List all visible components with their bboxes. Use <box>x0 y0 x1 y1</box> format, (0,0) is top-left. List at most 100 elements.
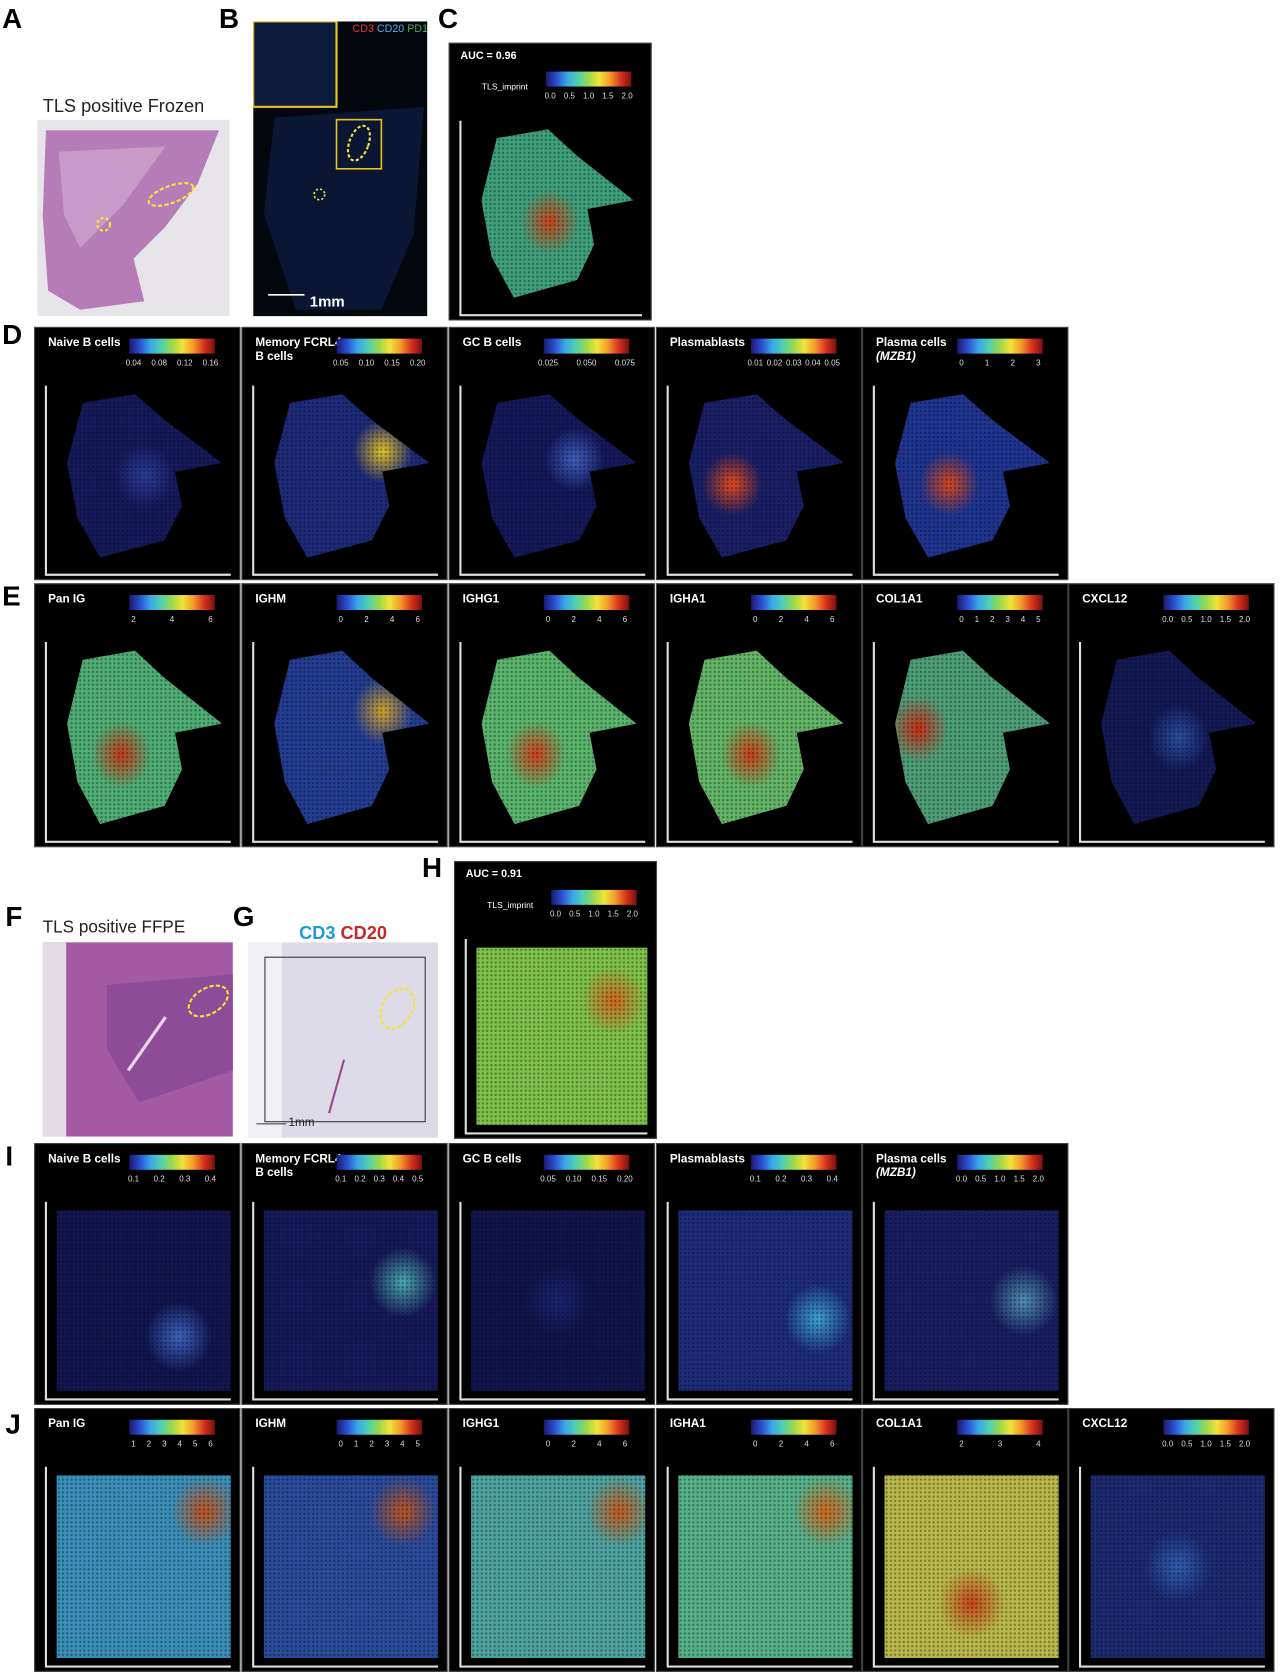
axis <box>252 642 439 843</box>
colorbar-tick-label: 6 <box>829 614 835 624</box>
panel-label: A <box>2 2 23 35</box>
colorbar-tick-label: 2.0 <box>621 90 633 101</box>
colorbar-tick-label: 0.0 <box>1162 614 1174 624</box>
colorbar-tick-label: 2 <box>959 1439 964 1449</box>
tissue <box>274 394 430 558</box>
tissue <box>471 1210 646 1391</box>
scale-bar-label: 1mm <box>288 1116 315 1130</box>
colorbar-tick-label: 1.0 <box>994 1174 1006 1184</box>
auc-label: AUC = 0.91 <box>465 868 522 881</box>
tissue <box>476 947 648 1125</box>
colorbar <box>751 1419 837 1435</box>
spatial-panel: Plasma cells (MZB1) 0 1 2 3 <box>862 326 1069 581</box>
colorbar-tick-label: 2 <box>131 614 136 624</box>
tissue <box>67 394 223 558</box>
spatial-map <box>464 939 648 1135</box>
panel-title: Plasma cells <box>876 336 947 350</box>
panel-label: D <box>2 318 23 351</box>
scale-bar-label: 1mm <box>309 292 345 310</box>
colorbar <box>551 889 637 905</box>
colorbar <box>129 1154 215 1170</box>
panel-title: GC B cells <box>462 336 522 350</box>
panel-title: (MZB1) <box>876 1166 916 1180</box>
axis <box>252 1201 439 1401</box>
spatial-panel: CXCL12 0.0 0.5 1.0 1.5 2.0 <box>1068 1408 1275 1672</box>
colorbar-tick-label: 0.02 <box>766 357 783 368</box>
colorbar-tick-label: 4 <box>804 1439 809 1449</box>
colorbar <box>957 1419 1043 1435</box>
colorbar-tick-label: 6 <box>208 1439 213 1449</box>
colorbar-tick-label: 6 <box>415 614 420 624</box>
tissue <box>688 650 844 825</box>
colorbar-tick-label: 0.20 <box>617 1174 633 1184</box>
axis <box>872 1201 1059 1401</box>
colorbar-tick-label: 0.4 <box>826 1174 838 1184</box>
colorbar-tick-label: 0.5 <box>569 909 581 919</box>
colorbar-tick-label: 2 <box>571 614 576 624</box>
spatial-map <box>872 1201 1059 1401</box>
colorbar-tick-label: 0.08 <box>151 357 167 368</box>
colorbar-tick-label: 0.04 <box>805 357 821 368</box>
colorbar-tick-label: 2 <box>364 614 369 624</box>
colorbar <box>751 338 837 354</box>
spatial-panel: CXCL12 0.0 0.5 1.0 1.5 2.0 <box>1068 583 1275 848</box>
axis <box>44 385 231 576</box>
spatial-panel: IGHM 0 1 2 3 4 5 <box>241 1408 448 1672</box>
panel-title: Pan IG <box>48 1417 86 1431</box>
colorbar-tick-label: 0 <box>959 614 964 624</box>
spatial-panel: Plasma cells (MZB1) 0.0 0.5 1.0 1.5 2.0 <box>862 1143 1069 1405</box>
colorbar-tick-label: 0.20 <box>409 357 426 368</box>
axis <box>44 1466 231 1668</box>
panel-title: Plasmablasts <box>669 1152 745 1166</box>
colorbar-tick-label: 6 <box>208 614 213 624</box>
panel-title: Memory FCRL4+ <box>255 1152 349 1166</box>
axis <box>872 642 1059 843</box>
colorbar-tick-label: 1.5 <box>607 909 619 919</box>
channel: CD20 <box>376 23 405 36</box>
colorbar-tick-label: 4 <box>804 614 809 624</box>
colorbar-tick-label: 2 <box>146 1439 152 1449</box>
colorbar <box>957 595 1043 610</box>
colorbar-tick-label: 0.5 <box>1181 1439 1193 1449</box>
axis <box>1078 642 1265 843</box>
colorbar <box>129 1419 215 1435</box>
spatial-panel: Pan IG 1 2 3 4 5 6 <box>34 1408 241 1672</box>
colorbar-tick-label: 0.05 <box>540 1174 556 1184</box>
axis <box>464 939 648 1135</box>
spatial-panel: IGHA1 0 2 4 6 <box>655 583 863 848</box>
colorbar-tick-label: 0.5 <box>975 1174 987 1184</box>
axis <box>44 642 231 843</box>
colorbar <box>751 1154 837 1170</box>
colorbar-tick-label: 2 <box>778 614 784 624</box>
panel-title: GC B cells <box>462 1152 522 1166</box>
axis <box>252 1466 439 1668</box>
he-image <box>37 119 230 317</box>
colorbar <box>336 338 422 354</box>
panel-title: Memory FCRL4+ <box>255 336 349 350</box>
colorbar-tick-label: 3 <box>997 1439 1003 1449</box>
colorbar-tick-label: 4 <box>597 1439 602 1449</box>
spatial-map <box>252 642 439 843</box>
tissue <box>274 650 430 825</box>
colorbar-tick-label: 0 <box>545 614 551 624</box>
axis <box>666 642 853 843</box>
colorbar-tick-label: 0.10 <box>358 357 375 368</box>
tissue <box>67 650 223 825</box>
colorbar <box>129 595 215 610</box>
colorbar-tick-label: 1.0 <box>1200 1439 1212 1449</box>
spatial-map <box>1078 1466 1265 1668</box>
panel-title: IGHA1 <box>669 592 706 606</box>
spatial-map <box>666 1466 853 1668</box>
spatial-map <box>44 385 231 576</box>
axis <box>872 1466 1059 1668</box>
colorbar-tick-label: 0.4 <box>204 1174 217 1184</box>
colorbar-tick-label: 4 <box>389 614 395 624</box>
panel-title: IGHG1 <box>462 1417 500 1431</box>
colorbar-tick-label: 0.12 <box>177 357 193 368</box>
axis <box>252 385 439 576</box>
colorbar-tick-label: 0 <box>338 1439 344 1449</box>
colorbar <box>336 1154 422 1170</box>
colorbar <box>751 595 837 610</box>
colorbar-tick-label: 2.0 <box>1238 614 1251 624</box>
colorbar-tick-label: 2 <box>778 1439 784 1449</box>
